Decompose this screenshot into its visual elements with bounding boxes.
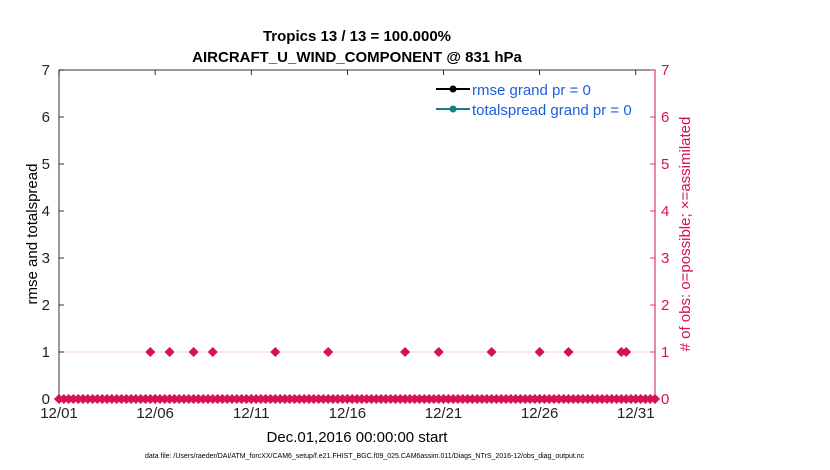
x-axis-ticks: 12/01 12/06 12/11 12/16 12/21 12/26 12/31 — [40, 70, 655, 422]
y-axis-label-right: # of obs: o=possible; ×=assimilated — [677, 117, 694, 352]
obs-point-zero — [649, 393, 661, 405]
chart-title-line-2: AIRCRAFT_U_WIND_COMPONENT @ 831 hPa — [192, 49, 522, 66]
left-axis-ticks: 0 1 2 3 4 5 6 7 — [42, 62, 64, 408]
y-tick-label: 5 — [42, 156, 50, 173]
data-file-footer: data file: /Users/raeder/DAI/ATM_forcXX/… — [145, 453, 585, 460]
y-tick-label: 0 — [42, 391, 50, 408]
legend-entry-rmse: rmse grand pr = 0 — [436, 82, 591, 99]
x-tick-label: 12/16 — [329, 405, 367, 422]
obs-point-nonzero — [188, 346, 199, 358]
obs-point-nonzero — [621, 346, 632, 358]
y-tick-label: 2 — [42, 297, 50, 314]
obs-point-nonzero — [486, 346, 497, 358]
legend: rmse grand pr = 0 totalspread grand pr =… — [436, 82, 632, 119]
x-axis-label: Dec.01,2016 00:00:00 start — [267, 429, 449, 446]
obs-point-nonzero — [323, 346, 334, 358]
y-right-tick-label: 7 — [661, 62, 669, 79]
x-tick-label: 12/06 — [136, 405, 174, 422]
y-tick-label: 4 — [42, 203, 50, 220]
y-right-tick-label: 4 — [661, 203, 669, 220]
obs-point-nonzero — [207, 346, 218, 358]
x-tick-label: 12/01 — [40, 405, 78, 422]
x-tick-label: 12/31 — [617, 405, 655, 422]
obs-point-nonzero — [164, 346, 175, 358]
x-tick-label: 12/11 — [233, 405, 269, 422]
obs-count-series — [53, 346, 661, 405]
chart-title-line-1: Tropics 13 / 13 = 100.000% — [263, 28, 451, 45]
obs-point-nonzero — [534, 346, 545, 358]
y-right-tick-label: 1 — [661, 344, 669, 361]
y-right-tick-label: 0 — [661, 391, 669, 408]
y-right-tick-label: 6 — [661, 109, 669, 126]
y-right-tick-label: 2 — [661, 297, 669, 314]
y-tick-label: 3 — [42, 250, 50, 267]
x-tick-label: 12/26 — [521, 405, 559, 422]
obs-point-nonzero — [433, 346, 444, 358]
y-tick-label: 7 — [42, 62, 50, 79]
y-right-tick-label: 5 — [661, 156, 669, 173]
obs-point-nonzero — [270, 346, 281, 358]
legend-label-rmse: rmse grand pr = 0 — [472, 82, 591, 99]
obs-point-nonzero — [563, 346, 574, 358]
y-tick-label: 6 — [42, 109, 50, 126]
y-tick-label: 1 — [42, 344, 50, 361]
y-right-tick-label: 3 — [661, 250, 669, 267]
y-axis-label: rmse and totalspread — [24, 164, 41, 305]
x-tick-label: 12/21 — [425, 405, 463, 422]
legend-entry-totalspread: totalspread grand pr = 0 — [436, 102, 632, 119]
obs-point-nonzero — [400, 346, 411, 358]
right-axis-ticks: 0 1 2 3 4 5 6 7 — [650, 62, 669, 408]
obs-point-nonzero — [145, 346, 156, 358]
legend-label-totalspread: totalspread grand pr = 0 — [472, 102, 632, 119]
